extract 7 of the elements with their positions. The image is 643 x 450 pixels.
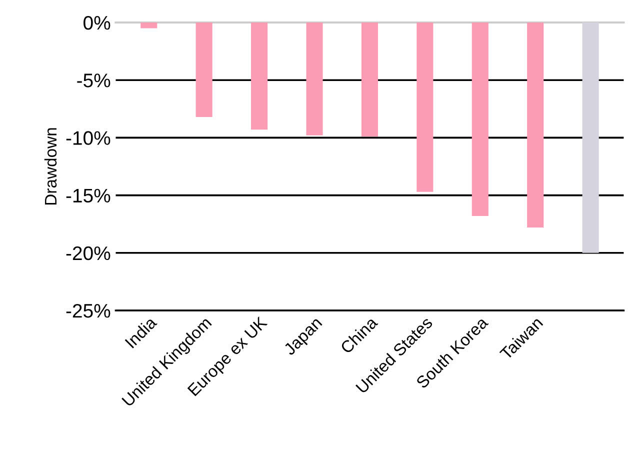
- y-tick-label: -15%: [66, 188, 110, 203]
- y-tick-label: -25%: [66, 304, 110, 318]
- y-tick-label: -5%: [77, 74, 110, 88]
- y-tick-label: -10%: [66, 131, 110, 145]
- y-axis-title: Drawdown: [44, 128, 57, 204]
- y-tick-label: 0%: [84, 16, 110, 30]
- y-tick-label: -20%: [66, 246, 110, 260]
